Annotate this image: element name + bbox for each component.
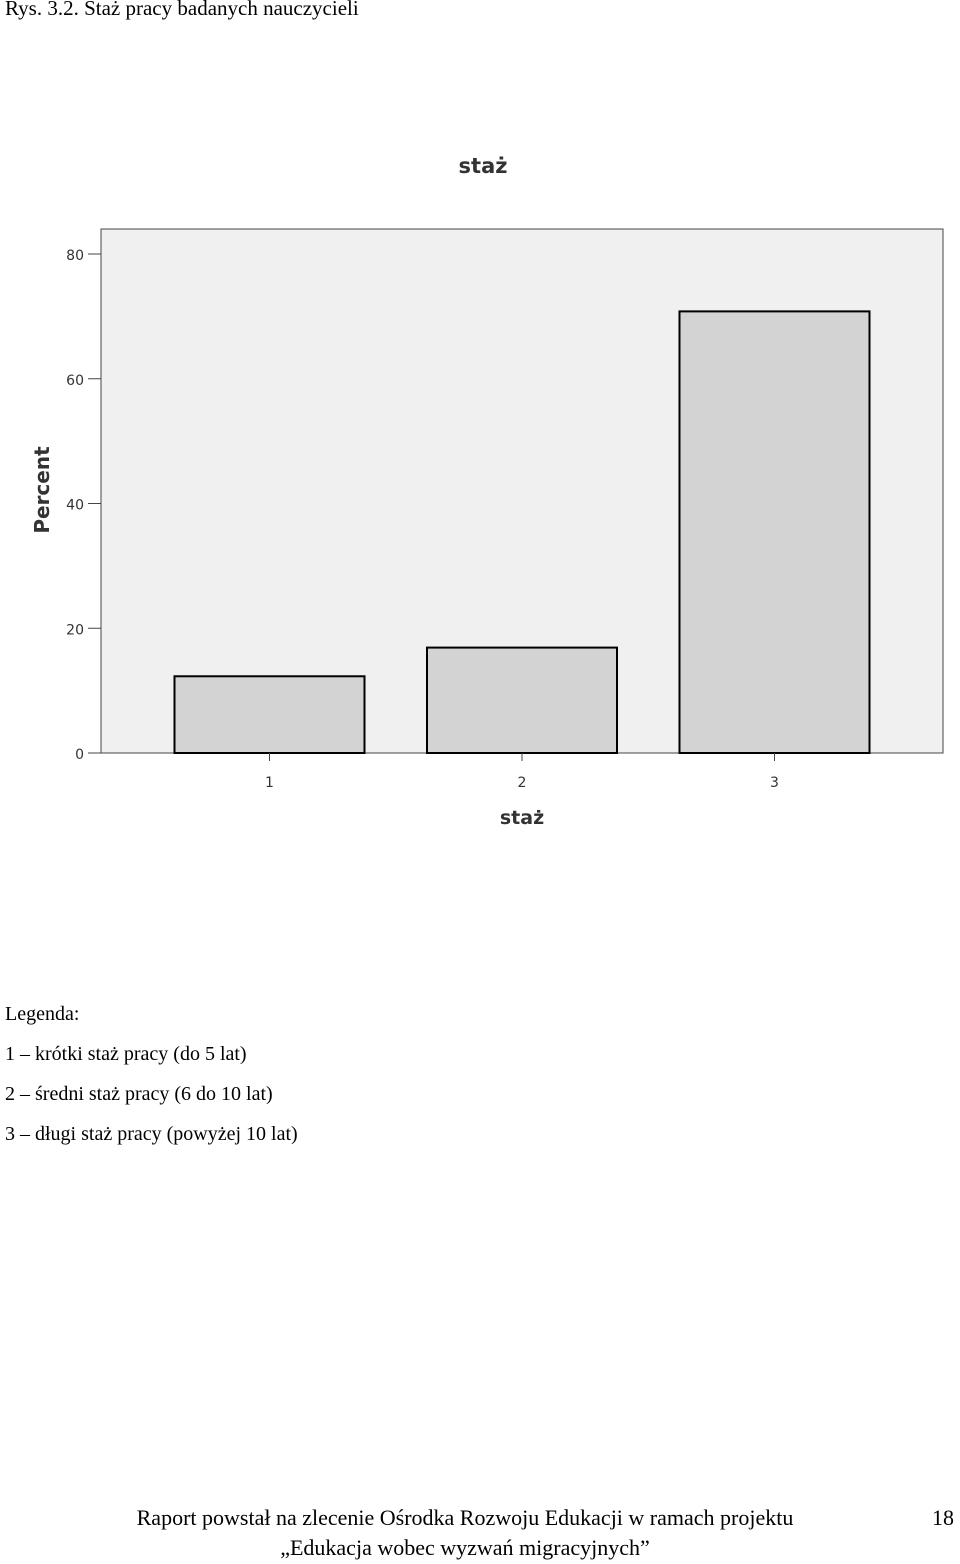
chart-title: staż — [459, 154, 508, 178]
bar-chart: staż 0 20 40 60 80 1 2 3 Percent staż — [30, 154, 944, 829]
x-axis: 1 2 3 — [265, 753, 779, 791]
legend-item: 3 – długi staż pracy (powyżej 10 lat) — [5, 1123, 298, 1145]
y-axis-label: Percent — [30, 446, 54, 534]
legend-item: 2 – średni staż pracy (6 do 10 lat) — [5, 1083, 273, 1105]
y-tick-label: 80 — [66, 248, 84, 264]
x-tick-label: 3 — [770, 775, 779, 791]
x-tick-label: 1 — [265, 775, 274, 791]
footer-line: Raport powstał na zlecenie Ośrodka Rozwo… — [136, 1505, 794, 1530]
footer-text: Raport powstał na zlecenie Ośrodka Rozwo… — [60, 1503, 870, 1563]
bars — [173, 310, 871, 754]
x-axis-label: staż — [500, 807, 544, 829]
y-tick-label: 20 — [66, 622, 84, 638]
legend-item: 1 – krótki staż pracy (do 5 lat) — [5, 1043, 247, 1065]
x-tick-label: 2 — [518, 775, 527, 791]
legend: Legenda: 1 – krótki staż pracy (do 5 lat… — [5, 994, 298, 1154]
y-tick-label: 40 — [66, 498, 84, 514]
bar — [173, 675, 366, 754]
bar — [678, 310, 871, 754]
bar — [426, 646, 618, 754]
footer-line: „Edukacja wobec wyzwań migracyjnych” — [280, 1535, 650, 1560]
y-tick-label: 60 — [66, 373, 84, 389]
legend-heading: Legenda: — [5, 1003, 80, 1025]
y-tick-label: 0 — [75, 747, 84, 763]
y-axis: 0 20 40 60 80 — [66, 248, 101, 763]
figure-caption: Rys. 3.2. Staż pracy badanych nauczyciel… — [5, 0, 359, 20]
page-number: 18 — [932, 1505, 954, 1530]
